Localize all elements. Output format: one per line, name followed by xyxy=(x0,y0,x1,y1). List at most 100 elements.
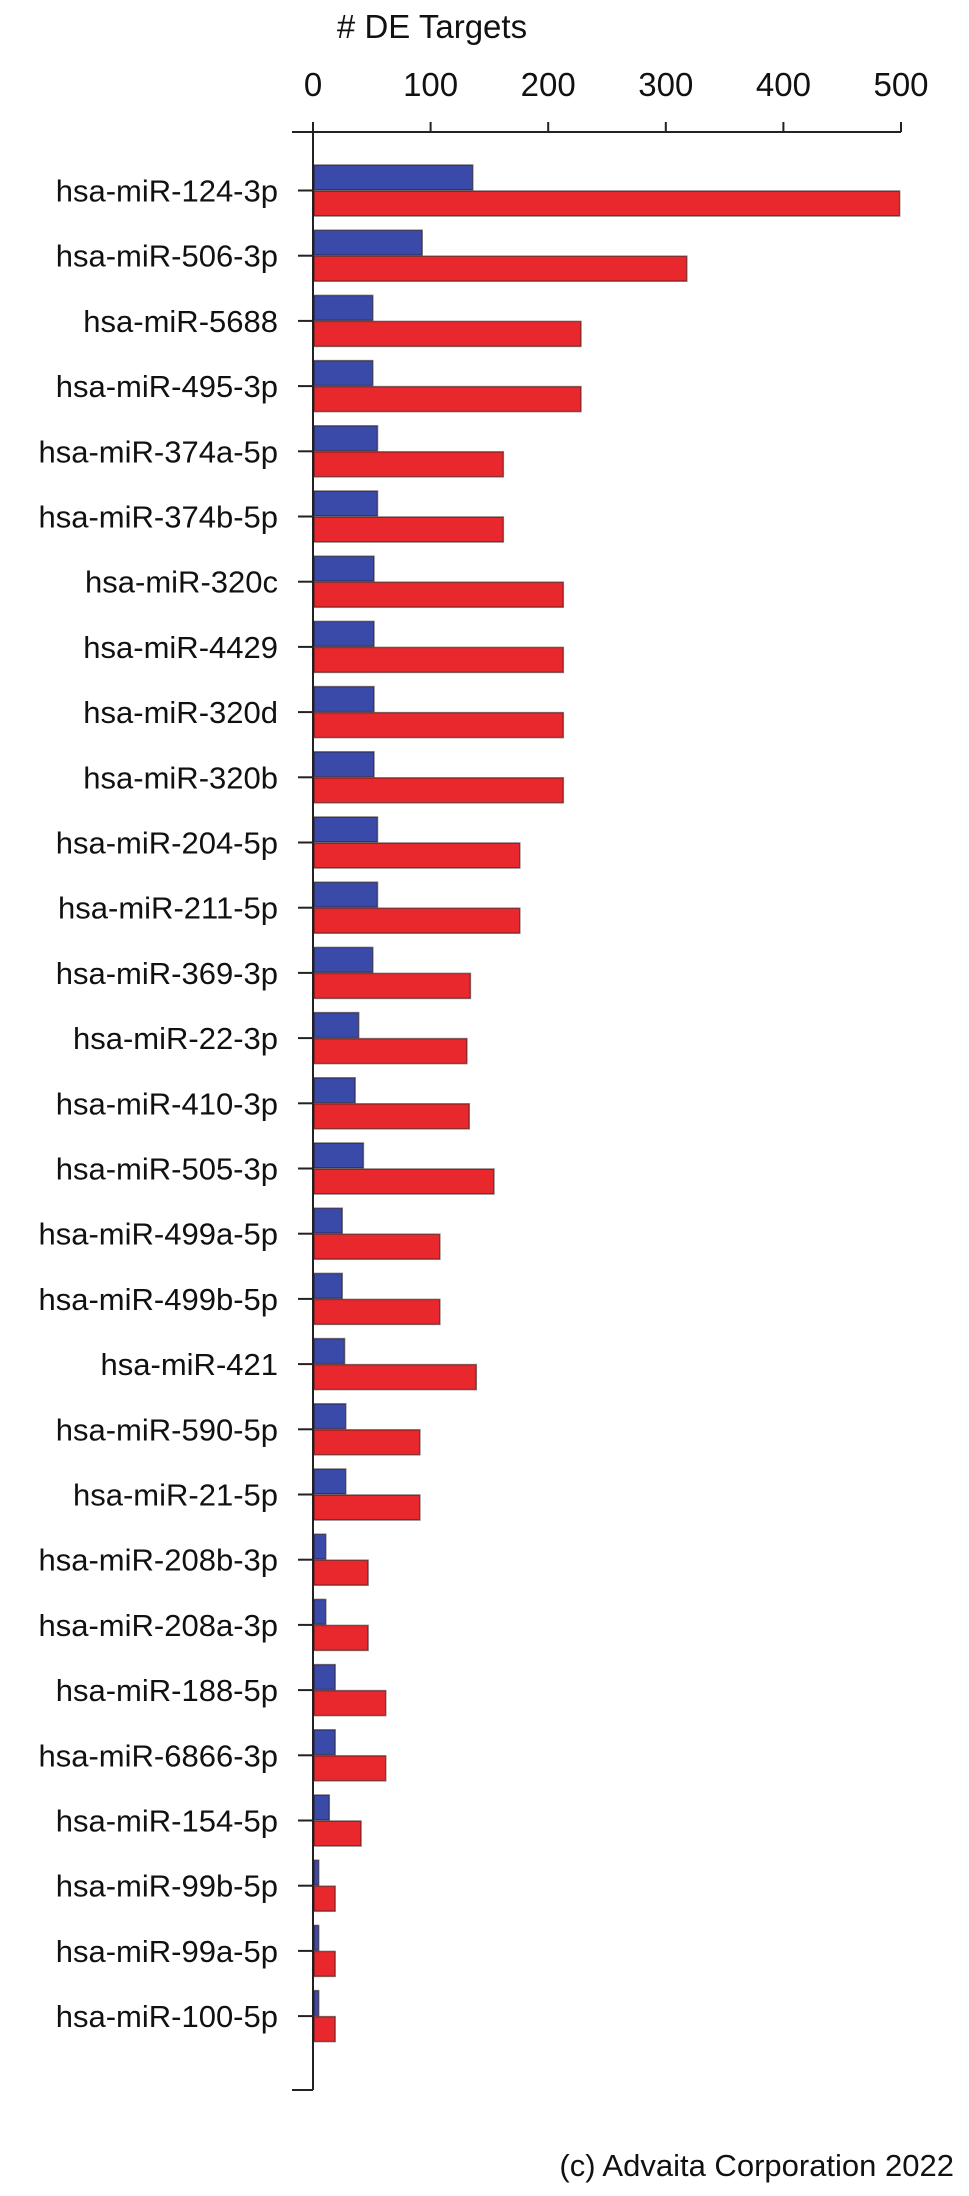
category-label: hsa-miR-22-3p xyxy=(73,1021,278,1056)
category-label: hsa-miR-320d xyxy=(83,695,278,730)
bar-blue xyxy=(313,294,374,322)
category-label: hsa-miR-4429 xyxy=(83,630,278,665)
bar-red xyxy=(313,320,582,348)
bar-red xyxy=(313,1168,495,1195)
category-label: hsa-miR-590-5p xyxy=(56,1412,278,1447)
bar-blue xyxy=(313,1207,343,1234)
bar-red xyxy=(313,907,521,934)
bar-red xyxy=(313,2015,336,2043)
bar-blue xyxy=(313,1468,347,1495)
bar-red xyxy=(313,1103,470,1130)
category-label: hsa-miR-499b-5p xyxy=(39,1282,279,1317)
bar-blue xyxy=(313,1989,320,2017)
bar-red xyxy=(313,516,505,543)
category-label: hsa-miR-374a-5p xyxy=(39,434,279,469)
x-axis-title: # DE Targets xyxy=(337,8,527,45)
bar-blue xyxy=(313,620,375,648)
category-label: hsa-miR-99b-5p xyxy=(56,1869,278,1904)
bar-red xyxy=(313,646,565,674)
category-label: hsa-miR-5688 xyxy=(83,304,278,339)
bar-blue xyxy=(313,946,374,974)
bar-blue xyxy=(313,1924,320,1952)
x-axis: 0 100 200 300 400 500 xyxy=(292,66,929,133)
y-axis xyxy=(292,132,314,2091)
category-label: hsa-miR-506-3p xyxy=(56,239,278,274)
category-label: hsa-miR-320c xyxy=(85,565,278,600)
bar-blue xyxy=(313,1142,365,1169)
bar-blue xyxy=(313,490,379,517)
category-label: hsa-miR-320b xyxy=(83,760,278,795)
category-label: hsa-miR-369-3p xyxy=(56,956,278,991)
bar-blue xyxy=(313,1011,360,1039)
bar-blue xyxy=(313,229,423,256)
category-label: hsa-miR-204-5p xyxy=(56,826,278,861)
bar-red xyxy=(313,842,521,869)
bar-red xyxy=(313,1950,336,1978)
copyright-credit: (c) Advaita Corporation 2022 xyxy=(559,2148,954,2183)
bar-blue xyxy=(313,164,474,191)
bar-blue xyxy=(313,1403,347,1430)
category-label: hsa-miR-99a-5p xyxy=(56,1934,278,1969)
bar-blue xyxy=(313,1729,336,1756)
bar-red xyxy=(313,255,688,282)
category-label: hsa-miR-124-3p xyxy=(56,174,278,209)
bar-red xyxy=(313,1363,478,1391)
x-tick-label: 0 xyxy=(304,66,322,103)
category-label: hsa-miR-208a-3p xyxy=(39,1608,279,1643)
category-label: hsa-miR-374b-5p xyxy=(39,500,279,535)
bar-blue xyxy=(313,1663,336,1691)
category-label: hsa-miR-208b-3p xyxy=(39,1543,279,1578)
bar-blue xyxy=(313,1272,343,1300)
category-label: hsa-miR-421 xyxy=(101,1347,278,1382)
x-tick-label: 500 xyxy=(873,66,928,103)
bar-red xyxy=(313,451,505,478)
bar-blue xyxy=(313,359,374,387)
category-label: hsa-miR-188-5p xyxy=(56,1673,278,1708)
bar-red xyxy=(313,972,472,1000)
category-labels: hsa-miR-124-3p hsa-miR-506-3p hsa-miR-5688… xyxy=(39,174,279,2035)
bar-red xyxy=(313,1885,336,1912)
bar-red xyxy=(313,385,582,413)
bar-red xyxy=(313,1559,369,1586)
bar-blue xyxy=(313,1859,320,1886)
x-tick-label: 100 xyxy=(403,66,458,103)
bar-red xyxy=(313,190,901,217)
x-tick-label: 300 xyxy=(638,66,693,103)
bar-blue xyxy=(313,816,379,843)
category-label: hsa-miR-410-3p xyxy=(56,1086,278,1121)
bar-blue xyxy=(313,1598,327,1626)
bar-red xyxy=(313,1624,369,1652)
bar-blue xyxy=(313,555,375,582)
bar-blue xyxy=(313,1337,346,1365)
bar-blue xyxy=(313,1077,356,1104)
category-label: hsa-miR-154-5p xyxy=(56,1804,278,1839)
bar-red xyxy=(313,1820,362,1847)
x-tick-label: 400 xyxy=(756,66,811,103)
bars xyxy=(313,164,901,2043)
category-label: hsa-miR-505-3p xyxy=(56,1152,278,1187)
category-label: hsa-miR-499a-5p xyxy=(39,1217,279,1252)
category-label: hsa-miR-211-5p xyxy=(58,891,278,926)
bar-red xyxy=(313,581,565,608)
bar-blue xyxy=(313,881,379,908)
category-label: hsa-miR-100-5p xyxy=(56,1999,278,2034)
bar-blue xyxy=(313,751,375,778)
category-label: hsa-miR-6866-3p xyxy=(39,1738,279,1773)
bar-red xyxy=(313,1037,468,1065)
bar-red xyxy=(313,1298,441,1326)
bar-red xyxy=(313,1233,441,1260)
bar-blue xyxy=(313,1533,327,1560)
bar-red xyxy=(313,777,565,804)
bar-blue xyxy=(313,685,375,713)
bar-red xyxy=(313,1755,387,1782)
category-label: hsa-miR-495-3p xyxy=(56,369,278,404)
bar-red xyxy=(313,711,565,739)
bar-blue xyxy=(313,1794,331,1821)
bar-red xyxy=(313,1429,421,1456)
bar-red xyxy=(313,1494,421,1521)
category-label: hsa-miR-21-5p xyxy=(73,1478,278,1513)
x-tick-label: 200 xyxy=(521,66,576,103)
bar-blue xyxy=(313,425,379,452)
bar-red xyxy=(313,1689,387,1717)
